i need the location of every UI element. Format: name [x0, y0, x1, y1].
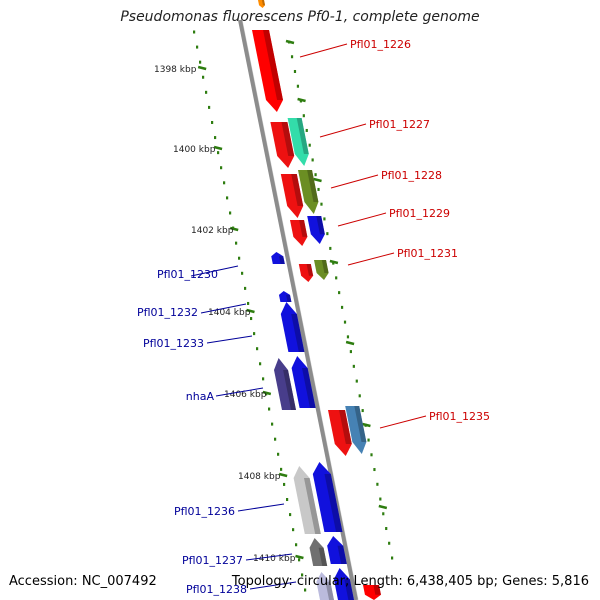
tick-dots: 1398 kbp 1400 kbp 1402 kbp 1404 kbp 1406 kbp… [154, 30, 394, 592]
forward-gene-label[interactable]: Pfl01_1229 [337, 207, 450, 227]
gene-Pfl01_1235-cog[interactable] [345, 406, 367, 454]
gene-Pfl01_1238-rev[interactable] [333, 568, 354, 600]
reverse-gene-label[interactable]: Pfl01_1230 [157, 265, 239, 281]
svg-text:Pfl01_1229: Pfl01_1229 [389, 207, 450, 220]
gene-Pfl01_1227-cog[interactable] [287, 118, 309, 166]
gene-Pfl01_1237-cog[interactable] [309, 538, 328, 566]
forward-gene-label[interactable]: Pfl01_1235 [379, 410, 490, 429]
gene-features [252, 0, 381, 600]
svg-text:Pfl01_1236: Pfl01_1236 [174, 505, 235, 518]
gene-Pfl01_1228[interactable] [280, 174, 304, 218]
gene-Pfl01_1238-fwd[interactable] [363, 585, 381, 600]
reverse-gene-label[interactable]: Pfl01_1237 [182, 553, 293, 567]
forward-gene-label[interactable]: Pfl01_1228 [330, 169, 442, 189]
reverse-gene-label[interactable]: Pfl01_1236 [174, 503, 285, 518]
forward-gene-label[interactable]: Pfl01_1227 [319, 118, 430, 138]
tick-label: 1410 kbp [253, 554, 296, 564]
backbone-line [238, 19, 358, 600]
major-tick [297, 97, 306, 103]
gene-Pfl01_1226[interactable] [252, 30, 283, 112]
svg-text:Pfl01_1232: Pfl01_1232 [137, 306, 198, 319]
major-tick [213, 145, 223, 151]
tick-label: 1402 kbp [191, 226, 234, 236]
tick-label: 1400 kbp [173, 145, 216, 155]
gene-Pfl01_1236-cog[interactable] [293, 466, 321, 534]
gene-Pfl01_1232[interactable] [278, 291, 292, 302]
major-tick [378, 504, 388, 510]
accession-text: Accession: NC_007492 [9, 574, 157, 589]
topology-summary: Topology: circular; Length: 6,438,405 bp… [231, 574, 589, 589]
svg-text:Pfl01_1228: Pfl01_1228 [381, 169, 442, 182]
gene-Pfl01_1227[interactable] [270, 122, 295, 168]
reverse-gene-label[interactable]: Pfl01_1232 [137, 303, 247, 319]
svg-text:Pfl01_1237: Pfl01_1237 [182, 554, 243, 567]
svg-text:nhaA: nhaA [186, 390, 215, 403]
major-tick [246, 308, 255, 314]
gene-Pfl01_1237[interactable] [327, 536, 347, 564]
gene-Pfl01_1231-cog[interactable] [314, 260, 329, 280]
svg-text:Pfl01_1230: Pfl01_1230 [157, 268, 218, 281]
reverse-gene-label[interactable]: nhaA [186, 387, 264, 403]
gene-nhaA-cog[interactable] [274, 358, 296, 410]
map-title: Pseudomonas fluorescens Pf0-1, complete … [120, 9, 480, 25]
ruler-inner [193, 30, 307, 592]
major-tick [362, 422, 371, 428]
gene-Pfl01_1233[interactable] [280, 302, 305, 352]
tick-label: 1404 kbp [208, 308, 251, 318]
major-tick [313, 177, 322, 183]
svg-text:Pfl01_1233: Pfl01_1233 [143, 337, 204, 350]
reverse-gene-label[interactable]: Pfl01_1238 [186, 581, 297, 596]
svg-text:Pfl01_1226: Pfl01_1226 [350, 38, 411, 51]
svg-text:Pfl01_1235: Pfl01_1235 [429, 410, 490, 423]
gene-Pfl01_1229[interactable] [290, 220, 308, 246]
major-tick [278, 472, 288, 478]
svg-text:Pfl01_1227: Pfl01_1227 [369, 118, 430, 131]
gene-nhaA[interactable] [291, 356, 316, 408]
gene-Pfl01_1236[interactable] [312, 462, 343, 532]
svg-text:Pfl01_1231: Pfl01_1231 [397, 247, 458, 260]
gene-Pfl01_1226-top[interactable] [258, 0, 266, 8]
genome-backbone [238, 19, 359, 600]
gene-Pfl01_1228-cog[interactable] [298, 170, 319, 214]
gene-Pfl01_1238-cog[interactable] [316, 572, 334, 600]
tick-label: 1398 kbp [154, 65, 197, 75]
major-tick [197, 65, 207, 71]
major-tick [285, 39, 295, 45]
major-tick [329, 259, 339, 265]
major-tick [262, 390, 272, 396]
tick-label: 1408 kbp [238, 472, 281, 482]
gene-labels: Pfl01_1226 Pfl01_1227 Pfl01_1228 Pfl01_1229… [137, 38, 490, 596]
gene-Pfl01_1231[interactable] [298, 264, 314, 282]
forward-gene-label[interactable]: Pfl01_1231 [347, 247, 458, 266]
reverse-gene-label[interactable]: Pfl01_1233 [143, 335, 253, 350]
forward-gene-label[interactable]: Pfl01_1226 [299, 38, 411, 58]
major-tick [295, 554, 304, 560]
gene-Pfl01_1235[interactable] [328, 410, 352, 456]
major-tick [229, 226, 239, 232]
tick-label: 1406 kbp [224, 390, 267, 400]
major-tick [345, 340, 355, 346]
svg-text:Pfl01_1238: Pfl01_1238 [186, 583, 247, 596]
gene-Pfl01_1230[interactable] [271, 252, 285, 264]
gene-Pfl01_1229-cog[interactable] [307, 216, 325, 244]
